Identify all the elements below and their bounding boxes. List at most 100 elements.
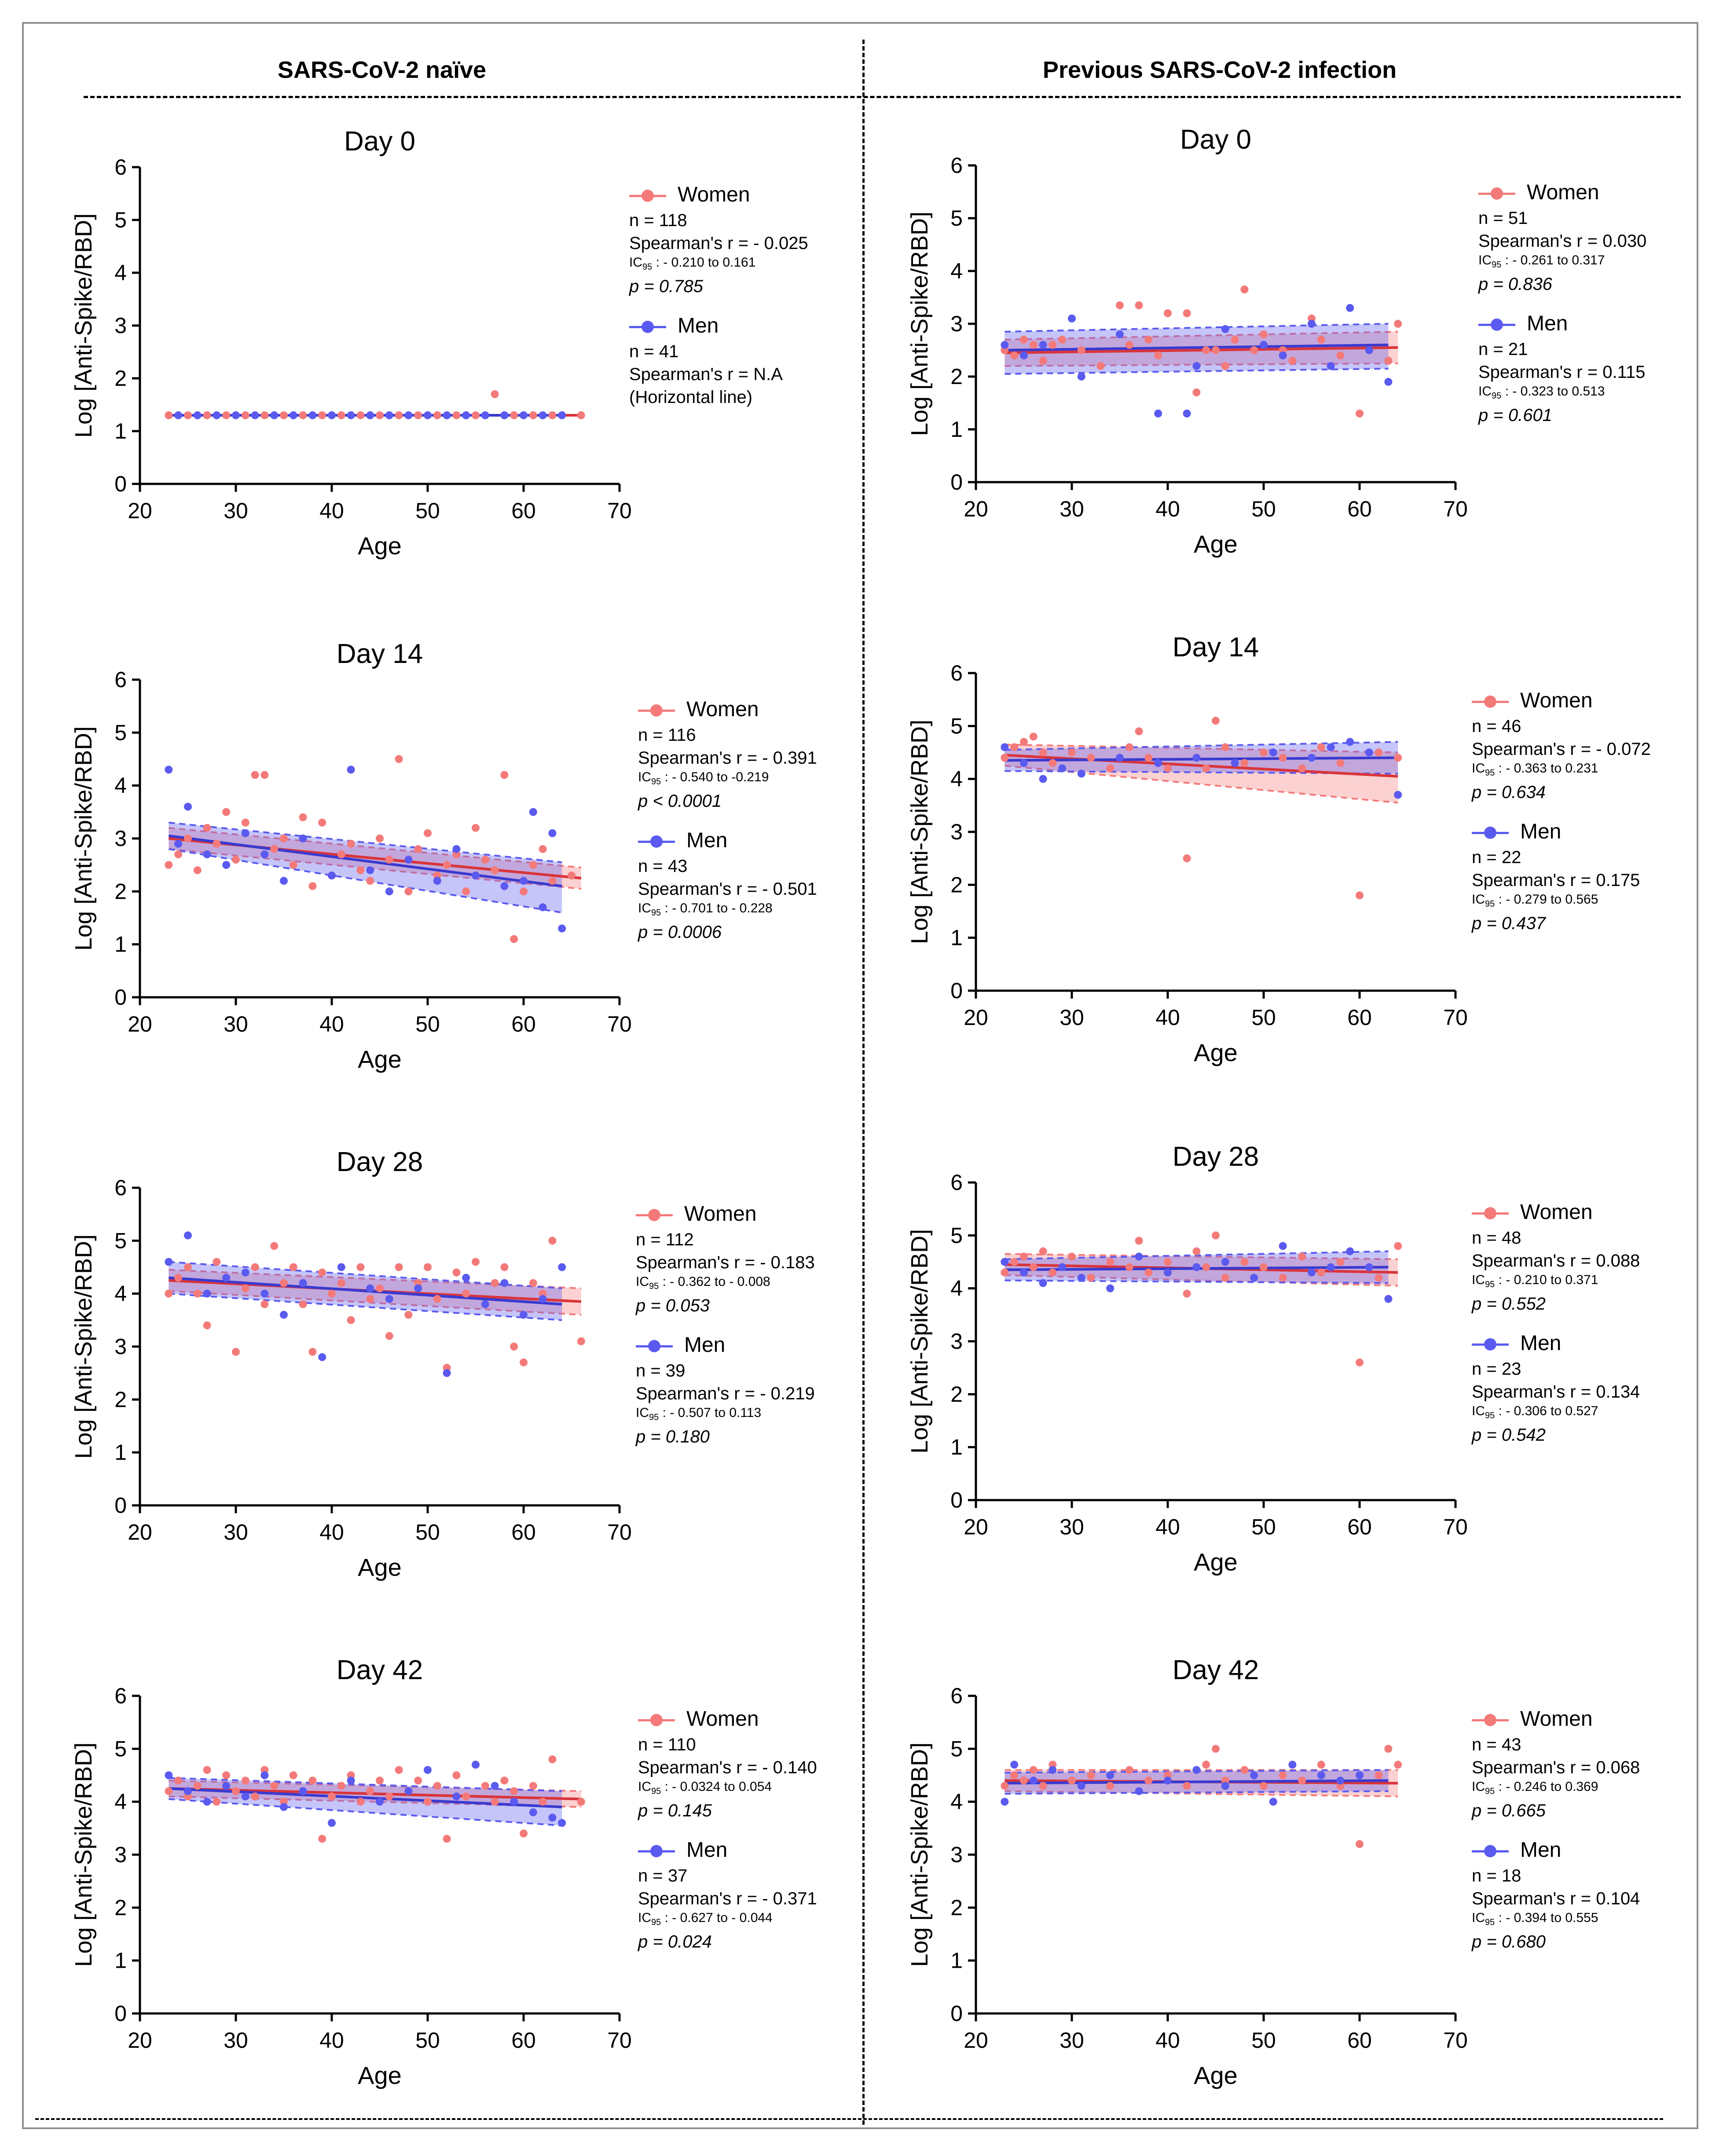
y-tick-label: 2 <box>114 366 127 391</box>
legend-series-name: Women <box>1527 181 1599 204</box>
data-point-women <box>1212 1745 1220 1753</box>
legend-series-name: Men <box>1520 1332 1562 1355</box>
data-point-women <box>1020 336 1028 344</box>
x-tick-label: 60 <box>1347 1005 1372 1030</box>
data-point-men <box>1001 1797 1009 1806</box>
data-point-men <box>1001 1258 1009 1266</box>
data-point-women <box>308 882 317 890</box>
data-point-women <box>1144 754 1153 762</box>
legend-marker <box>1478 187 1515 200</box>
y-tick-label: 2 <box>950 364 963 389</box>
data-point-women <box>376 411 384 419</box>
legend-p-value: p = 0.836 <box>1478 275 1552 294</box>
data-point-women <box>500 1776 509 1785</box>
data-point-men <box>328 871 336 880</box>
data-point-women <box>1394 1761 1402 1769</box>
x-axis-label: Age <box>358 532 402 560</box>
legend-series: Women <box>638 1707 817 1733</box>
x-tick-label: 20 <box>964 1515 988 1539</box>
x-axis-label: Age <box>358 1045 402 1073</box>
data-point-men <box>1346 304 1354 312</box>
x-tick-label: 40 <box>319 2028 344 2053</box>
legend-series-name: Men <box>1520 1838 1562 1862</box>
y-tick-label: 4 <box>950 767 963 791</box>
data-point-men <box>1327 743 1335 751</box>
data-point-women <box>1260 1782 1268 1790</box>
data-point-men <box>1365 1263 1373 1271</box>
legend-n: n = 41 <box>629 342 679 361</box>
data-point-women <box>1116 301 1124 309</box>
data-point-men <box>308 411 317 419</box>
data-point-men <box>443 1369 451 1377</box>
legend-ci-range: : - 0.246 to 0.369 <box>1495 1779 1598 1794</box>
data-point-men <box>270 411 279 419</box>
y-tick-label: 5 <box>950 1736 963 1761</box>
data-point-men <box>481 1300 489 1308</box>
legend-block-women: Women n = 116 Spearman's r = - 0.391 IC95… <box>638 697 817 813</box>
legend-spearman: Spearman's r = - 0.219 <box>636 1384 815 1403</box>
data-point-men <box>184 1231 192 1240</box>
data-point-women <box>1298 1776 1306 1785</box>
legend-spearman: Spearman's r = - 0.025 <box>629 234 808 253</box>
data-point-men <box>500 411 509 419</box>
data-point-men <box>1116 330 1124 338</box>
data-point-men <box>213 411 221 419</box>
data-point-women <box>1202 346 1210 354</box>
data-point-men <box>539 1295 547 1303</box>
data-point-women <box>500 771 509 779</box>
legend-series-name: Women <box>686 698 759 721</box>
legend-n: n = 112 <box>636 1230 694 1249</box>
data-point-women <box>299 411 307 419</box>
data-point-men <box>1336 1776 1345 1785</box>
data-point-women <box>1020 738 1028 746</box>
data-point-women <box>491 866 499 875</box>
data-point-women <box>1183 854 1191 863</box>
data-point-men <box>1164 1268 1172 1277</box>
data-point-men <box>510 1797 518 1806</box>
data-point-women <box>1212 346 1220 354</box>
legend-series-name: Men <box>1520 820 1562 843</box>
data-point-women <box>1106 1258 1114 1266</box>
legend-ci-range: : - 0.394 to 0.555 <box>1495 1911 1598 1925</box>
fit-line-men <box>1004 344 1389 351</box>
y-tick-label: 4 <box>950 259 963 283</box>
y-axis-label: Log [Anti-Spike/RBD] <box>70 1234 97 1459</box>
data-point-women <box>1375 1771 1383 1779</box>
data-point-women <box>1010 351 1019 359</box>
data-point-men <box>203 850 211 859</box>
data-point-men <box>1106 1284 1114 1292</box>
legend-n: n = 116 <box>638 725 696 745</box>
chart-title: Day 28 <box>1173 1142 1259 1172</box>
data-point-men <box>424 1766 432 1774</box>
data-point-women <box>318 1834 326 1843</box>
x-tick-label: 50 <box>415 1012 440 1036</box>
data-point-women <box>548 1237 557 1245</box>
y-tick-label: 6 <box>950 661 963 685</box>
data-point-women <box>1048 759 1057 767</box>
data-point-women <box>1183 1289 1191 1298</box>
data-point-men <box>193 411 202 419</box>
data-point-women <box>577 411 585 419</box>
y-tick-label: 5 <box>114 1228 127 1253</box>
data-point-women <box>1384 1745 1393 1753</box>
legend-n: n = 39 <box>636 1361 686 1380</box>
data-point-men <box>251 411 259 419</box>
legend-ci: IC95 : - 0.362 to - 0.008 <box>636 1274 770 1291</box>
data-point-men <box>500 1279 509 1287</box>
data-point-women <box>1192 388 1201 396</box>
data-point-women <box>510 1787 518 1795</box>
chart-panel-5: Day 28 20 30 40 50 60 70 0 1 2 3 4 5 6 Age Log [Anti-Sp… <box>70 1147 632 1581</box>
data-point-women <box>232 856 240 864</box>
data-point-women <box>1279 1274 1287 1282</box>
legend-ci-range: : - 0.362 to - 0.008 <box>659 1274 770 1289</box>
data-point-women <box>174 850 183 859</box>
legend-p-value: p = 0.0006 <box>638 922 722 942</box>
legend-series: Women <box>629 183 808 209</box>
legend-spearman: Spearman's r = 0.104 <box>1472 1889 1640 1908</box>
legend-spearman: Spearman's r = 0.134 <box>1472 1382 1640 1402</box>
legend-ci: IC95 : - 0.210 to 0.161 <box>629 255 756 272</box>
x-tick-label: 60 <box>511 1520 536 1545</box>
data-point-women <box>529 861 537 869</box>
data-point-men <box>548 829 557 837</box>
